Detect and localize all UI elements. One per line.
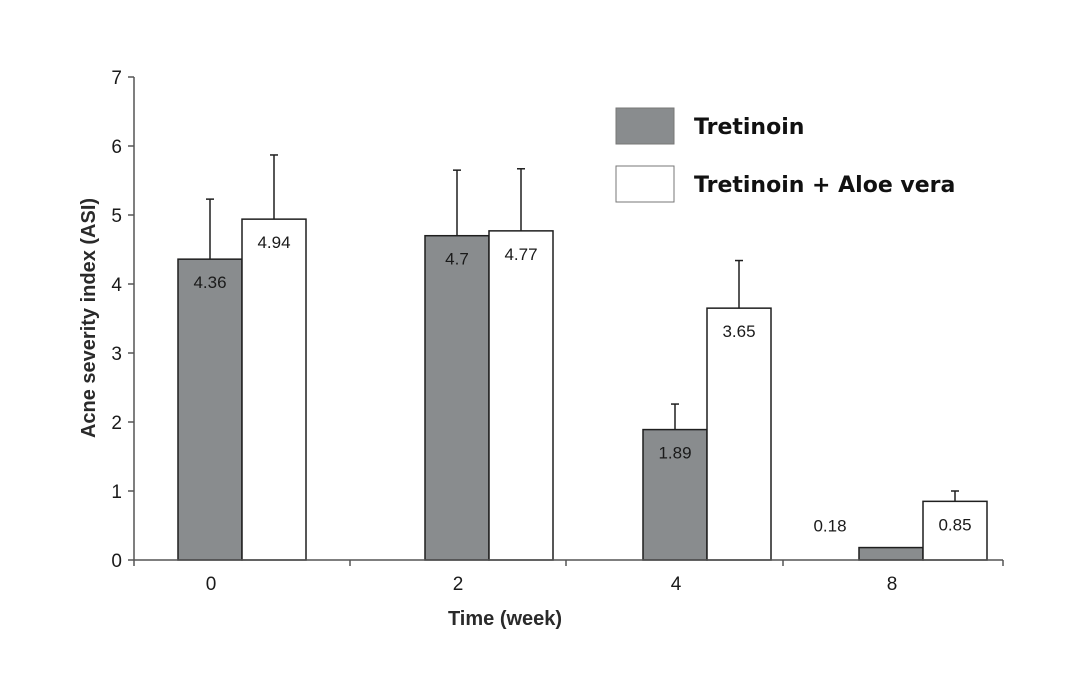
data-label: 0.18	[813, 517, 846, 536]
bar-tretinoin	[642, 428, 708, 561]
x-tick-label: 4	[671, 574, 682, 595]
axes-layer	[133, 77, 1003, 561]
legend: Tretinoin Tretinoin + Aloe vera	[615, 107, 955, 203]
x-tick-label: 0	[206, 574, 217, 595]
bar-tretinoin	[424, 234, 490, 561]
y-tick-label: 7	[111, 68, 122, 89]
data-label: 4.7	[445, 250, 469, 269]
bar-tretinoin-aloe	[488, 230, 554, 561]
bar-tretinoin-aloe	[706, 307, 772, 561]
data-label: 3.65	[722, 322, 755, 341]
x-tick-label: 2	[453, 574, 464, 595]
data-label: 0.85	[938, 515, 971, 534]
y-tick-label: 6	[111, 137, 122, 158]
bar-tretinoin-aloe	[241, 218, 307, 561]
legend-swatch	[615, 165, 675, 203]
y-tick-label: 0	[111, 551, 122, 572]
bar-tretinoin	[177, 258, 243, 561]
data-label: 4.36	[193, 273, 226, 292]
y-axis-title: Acne severity index (ASI)	[78, 198, 100, 438]
bar-tretinoin	[858, 546, 924, 561]
x-tick-label: 8	[887, 574, 898, 595]
y-tick-label: 2	[111, 413, 122, 434]
legend-swatch	[615, 107, 675, 145]
y-tick-label: 5	[111, 206, 122, 227]
data-label: 4.77	[504, 245, 537, 264]
data-label: 4.94	[257, 233, 290, 252]
legend-label: Tretinoin	[694, 115, 804, 140]
ticks-layer: 0 1 2 3 4 5 6 7 0 2 4 8	[111, 68, 1004, 595]
y-tick-label: 4	[111, 275, 122, 296]
y-tick-label: 3	[111, 344, 122, 365]
x-axis-title: Time (week)	[448, 608, 562, 630]
data-labels-layer: 4.36 4.7 1.89 0.18 4.94 4.77 3.65 0.85	[193, 233, 971, 535]
y-tick-label: 1	[111, 482, 122, 503]
data-label: 1.89	[658, 444, 691, 463]
bars-layer	[177, 154, 988, 561]
legend-label: Tretinoin + Aloe vera	[694, 173, 955, 198]
